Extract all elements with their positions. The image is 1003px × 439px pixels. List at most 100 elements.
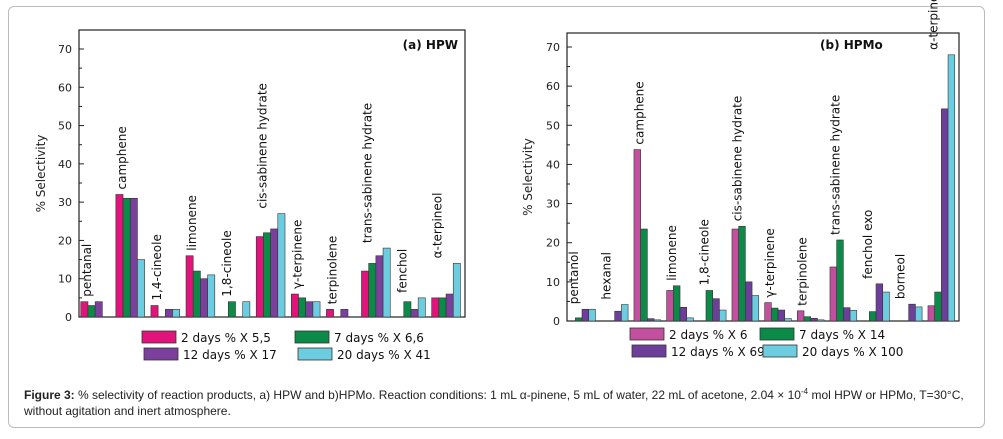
bar-limonene-s3	[686, 317, 694, 322]
caption-sup: -4	[800, 387, 809, 396]
bar-1-8-cineole-s3	[719, 309, 727, 322]
bar-cis-sabinene-hydrate-s1	[738, 225, 746, 322]
bar-1-4-cineole-s0	[150, 305, 159, 318]
bar-cis-sabinene-hydrate-s2	[745, 281, 753, 322]
category-label: α-terpineol	[926, 0, 940, 50]
bar-cis-sabinene-hydrate-s3	[751, 295, 760, 322]
bar-limonene-s3	[207, 274, 216, 318]
bar-camphene-s2	[647, 318, 655, 322]
y-tick-label: 40	[58, 158, 72, 171]
category-label: fenchol	[396, 249, 410, 293]
bar-camphene-s3	[653, 319, 662, 322]
category-label: terpinolene	[796, 237, 810, 306]
bar-camphene-s3	[137, 259, 145, 318]
y-tick-label: 50	[546, 119, 560, 132]
category-label: fenchol exo	[861, 210, 875, 279]
legend-swatch	[759, 327, 795, 341]
category-label: limonene	[185, 195, 199, 251]
chart-title: (a) HPW	[403, 38, 458, 52]
bar-cis-sabinene-hydrate-s2	[270, 228, 279, 318]
bar-limonene-s1	[192, 270, 201, 318]
bar-trans-sabinene-hydrate-s0	[361, 270, 369, 318]
y-tick-label: 10	[58, 273, 72, 286]
plot-frame-b	[566, 32, 960, 322]
category-label: α-terpineol	[431, 193, 445, 259]
bar--terpinene-s2	[305, 301, 314, 318]
y-tick-label: 10	[546, 276, 560, 289]
bar--terpinene-s1	[771, 307, 779, 322]
bar-trans-sabinene-hydrate-s2	[375, 255, 384, 318]
figure-frame	[8, 6, 985, 428]
bar-cis-sabinene-hydrate-s3	[277, 213, 286, 318]
y-axis-label: % Selectivity	[34, 135, 48, 213]
y-tick-label: 20	[546, 237, 560, 250]
bar-trans-sabinene-hydrate-s2	[843, 307, 851, 322]
bar--terpineol-s3	[947, 54, 956, 322]
figure-charts: 0 10 20 30 40 50 60 70 % Selectivity (a) HPW penta…	[34, 0, 960, 362]
legend-label: 7 days % X 6,6	[334, 331, 424, 345]
bar-camphene-s0	[115, 194, 124, 318]
bar-trans-sabinene-hydrate-s0	[829, 266, 837, 322]
bar--terpinene-s3	[784, 318, 792, 322]
legend-swatch	[297, 347, 333, 361]
y-tick-label: 30	[58, 196, 72, 209]
category-label: cis-sabinene hydrate	[255, 83, 269, 209]
category-label: camphene	[115, 126, 129, 189]
bar-camphene-s1	[640, 228, 648, 322]
y-axis-label: % Selectivity	[521, 138, 535, 216]
bar-pentanol-s3	[588, 308, 596, 322]
bar--terpinene-s2	[777, 309, 786, 322]
bar-pentanal-s0	[80, 301, 89, 318]
bar-borneol-s3	[915, 306, 923, 322]
caption-text-end: mol HPW or HPMo, T=30°C, without agitati…	[24, 388, 964, 418]
bar-borneol-s2	[908, 303, 916, 322]
bar-limonene-s1	[673, 285, 681, 322]
bar--terpineol-s0	[927, 305, 935, 322]
bar-limonene-s0	[185, 255, 194, 318]
category-label: borneol	[894, 254, 908, 299]
category-label: cis-sabinene hydrate	[730, 96, 744, 222]
category-label: 1,4-cineole	[150, 234, 164, 300]
y-tick-label: 70	[58, 43, 72, 56]
bar-limonene-s0	[666, 290, 674, 322]
bar--terpineol-s1	[438, 297, 447, 318]
legend-label: 2 days % X 5,5	[181, 331, 271, 345]
bar-pentanal-s1	[87, 305, 96, 318]
bar--terpineol-s2	[941, 108, 949, 322]
bar-pentanal-s2	[94, 301, 103, 318]
legend-label: 20 days % X 41	[337, 348, 431, 362]
y-tick-label: 40	[546, 158, 560, 171]
bar--terpinene-s0	[290, 293, 299, 318]
bar-terpinolene-s0	[796, 310, 805, 322]
bar-trans-sabinene-hydrate-s1	[368, 263, 377, 318]
bar-cis-sabinene-hydrate-s0	[731, 228, 739, 322]
y-tick-label: 70	[546, 41, 560, 54]
bar-trans-sabinene-hydrate-s3	[849, 310, 858, 322]
y-tick-label: 20	[58, 234, 72, 247]
legend-label: 2 days % X 6	[669, 328, 747, 342]
bar-1-8-cineole-s2	[712, 298, 720, 322]
bar--terpinene-s0	[764, 302, 772, 322]
bar-terpinolene-s3	[817, 319, 825, 322]
legend-swatch	[629, 327, 665, 341]
bar-fenchol-s2	[410, 309, 419, 318]
y-tick-label: 60	[58, 81, 72, 94]
bar-limonene-s2	[200, 278, 208, 318]
bar-terpinolene-s0	[326, 309, 334, 318]
bar-1-4-cineole-s3	[172, 309, 181, 318]
bar-pentanol-s1	[575, 317, 583, 322]
bar--terpineol-s0	[431, 297, 440, 318]
category-label: terpinolene	[325, 236, 339, 305]
legend-label: 7 days % X 14	[799, 328, 885, 342]
category-label: hexanal	[600, 252, 614, 300]
y-tick-label: 60	[546, 80, 560, 93]
legend-label: 20 days % X 100	[802, 345, 903, 359]
bar-terpinolene-s1	[803, 316, 811, 322]
bar--terpineol-s3	[452, 263, 461, 318]
category-label: camphene	[632, 81, 646, 144]
bar-1-4-cineole-s2	[165, 309, 173, 318]
legend-label: 12 days % X 17	[183, 348, 277, 362]
bar-1-8-cineole-s1	[705, 290, 713, 322]
bar-terpinolene-s2	[340, 309, 349, 318]
bar-trans-sabinene-hydrate-s3	[382, 247, 391, 318]
